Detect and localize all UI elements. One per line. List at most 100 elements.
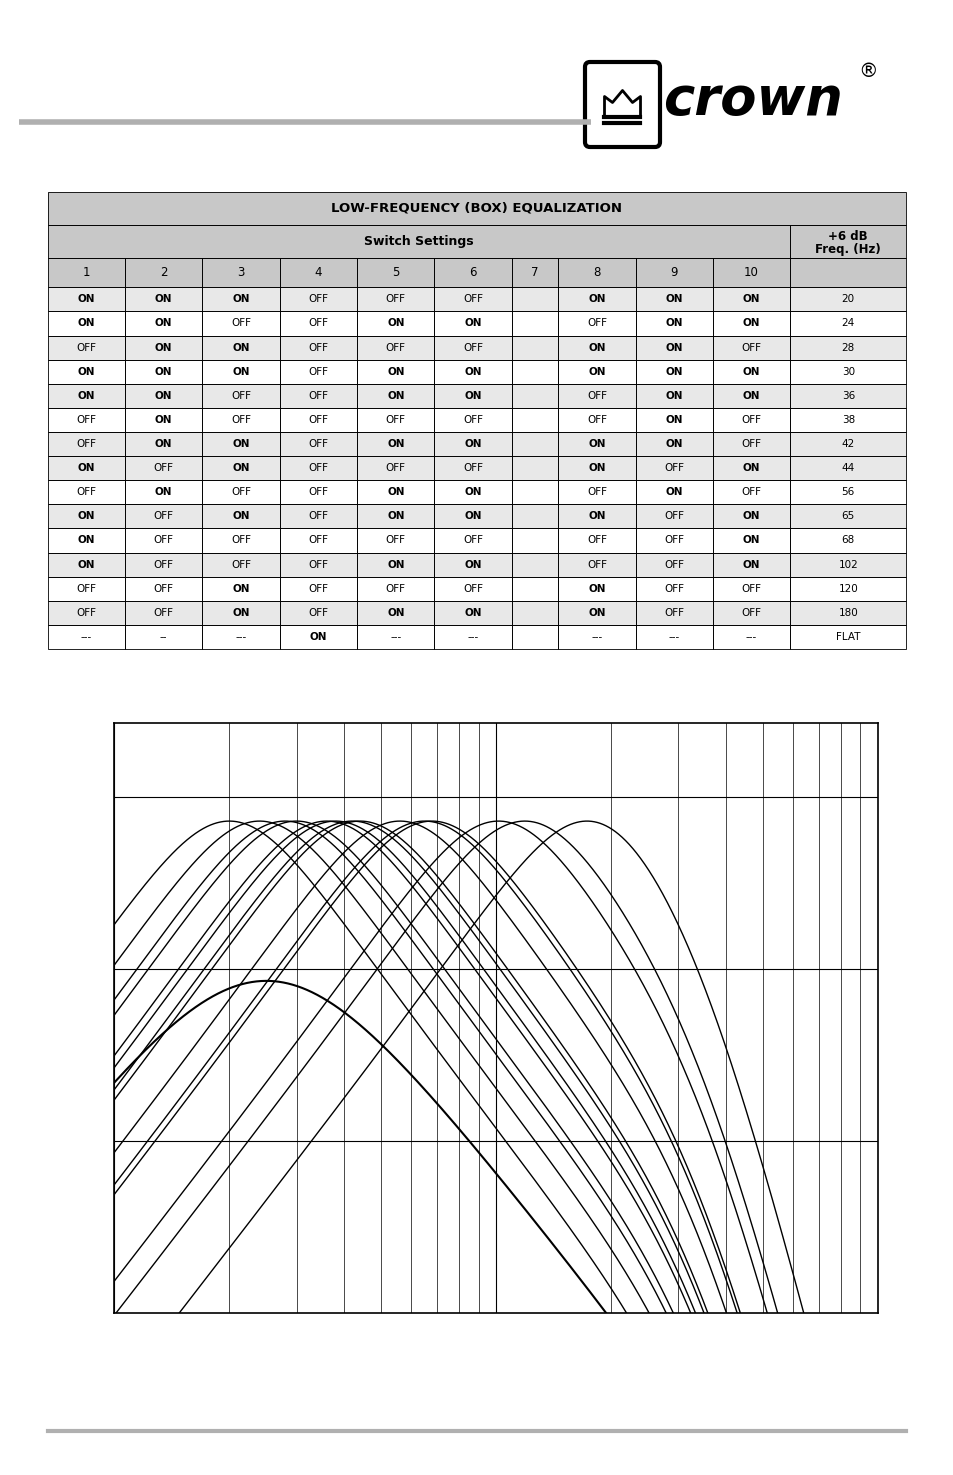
Bar [558, 504, 635, 528]
Bar [712, 504, 789, 528]
Text: ON: ON [387, 512, 404, 521]
Text: 68: 68 [841, 535, 854, 546]
Text: ON: ON [742, 535, 760, 546]
Text: ON: ON [464, 512, 481, 521]
Text: ON: ON [77, 295, 95, 304]
Bar [279, 288, 356, 311]
Bar [712, 258, 789, 288]
Text: ON: ON [233, 584, 250, 594]
Bar [635, 504, 712, 528]
Bar [356, 288, 434, 311]
Text: ON: ON [77, 559, 95, 569]
Bar [511, 456, 558, 481]
Bar [202, 577, 279, 600]
Text: ON: ON [665, 440, 682, 448]
Bar [789, 288, 905, 311]
Text: ON: ON [742, 367, 760, 376]
Bar [279, 258, 356, 288]
Bar [48, 288, 125, 311]
FancyBboxPatch shape [584, 62, 659, 148]
Text: OFF: OFF [586, 319, 606, 329]
Bar [434, 258, 511, 288]
Bar [279, 504, 356, 528]
Bar [356, 504, 434, 528]
Bar [125, 504, 202, 528]
Bar [48, 504, 125, 528]
Bar [635, 432, 712, 456]
Bar [635, 504, 712, 528]
Bar [434, 432, 511, 456]
Bar [125, 553, 202, 577]
Text: 44: 44 [841, 463, 854, 473]
Bar [48, 409, 125, 432]
Text: OFF: OFF [462, 584, 482, 594]
Text: Switch Settings: Switch Settings [364, 235, 474, 248]
Bar [434, 409, 511, 432]
Text: OFF: OFF [308, 319, 328, 329]
Text: OFF: OFF [385, 584, 405, 594]
Bar [356, 528, 434, 553]
Text: ON: ON [665, 319, 682, 329]
Text: 120: 120 [838, 584, 858, 594]
Bar [434, 528, 511, 553]
Bar [356, 288, 434, 311]
Bar [712, 335, 789, 360]
Text: ON: ON [588, 512, 605, 521]
Bar [558, 384, 635, 409]
Bar [48, 335, 125, 360]
Bar [48, 553, 125, 577]
Bar [434, 504, 511, 528]
Bar [558, 456, 635, 481]
Bar [789, 335, 905, 360]
Text: ---: --- [81, 631, 91, 642]
Bar [356, 456, 434, 481]
Bar [712, 600, 789, 625]
Text: 10: 10 [743, 266, 759, 279]
Bar [356, 384, 434, 409]
Bar [356, 384, 434, 409]
Text: ON: ON [387, 391, 404, 401]
Bar [635, 456, 712, 481]
Bar [434, 384, 511, 409]
Text: ON: ON [154, 414, 172, 425]
Text: OFF: OFF [385, 463, 405, 473]
Bar [511, 600, 558, 625]
Bar [48, 360, 125, 384]
Text: ON: ON [588, 584, 605, 594]
Text: ON: ON [154, 487, 172, 497]
Text: ON: ON [387, 367, 404, 376]
Bar [356, 600, 434, 625]
Text: ON: ON [464, 559, 481, 569]
Bar [558, 432, 635, 456]
Text: ON: ON [464, 440, 481, 448]
Bar [279, 481, 356, 504]
Text: OFF: OFF [153, 512, 173, 521]
Text: OFF: OFF [308, 414, 328, 425]
Bar [558, 600, 635, 625]
Text: +6 dB: +6 dB [827, 230, 867, 243]
Bar [356, 481, 434, 504]
Bar [125, 288, 202, 311]
Bar [558, 456, 635, 481]
Bar [511, 335, 558, 360]
Text: ON: ON [233, 295, 250, 304]
Bar [279, 384, 356, 409]
Text: ---: --- [745, 631, 757, 642]
Bar [202, 288, 279, 311]
Text: OFF: OFF [308, 608, 328, 618]
Text: OFF: OFF [663, 463, 683, 473]
Bar [48, 224, 789, 258]
Bar [712, 577, 789, 600]
Text: ---: --- [467, 631, 478, 642]
Bar [511, 504, 558, 528]
Bar [202, 504, 279, 528]
Bar [558, 335, 635, 360]
Bar [789, 224, 905, 258]
Bar [279, 553, 356, 577]
Text: ON: ON [154, 391, 172, 401]
Bar [202, 600, 279, 625]
Bar [789, 553, 905, 577]
Bar [789, 625, 905, 649]
Bar [712, 258, 789, 288]
Bar [558, 528, 635, 553]
